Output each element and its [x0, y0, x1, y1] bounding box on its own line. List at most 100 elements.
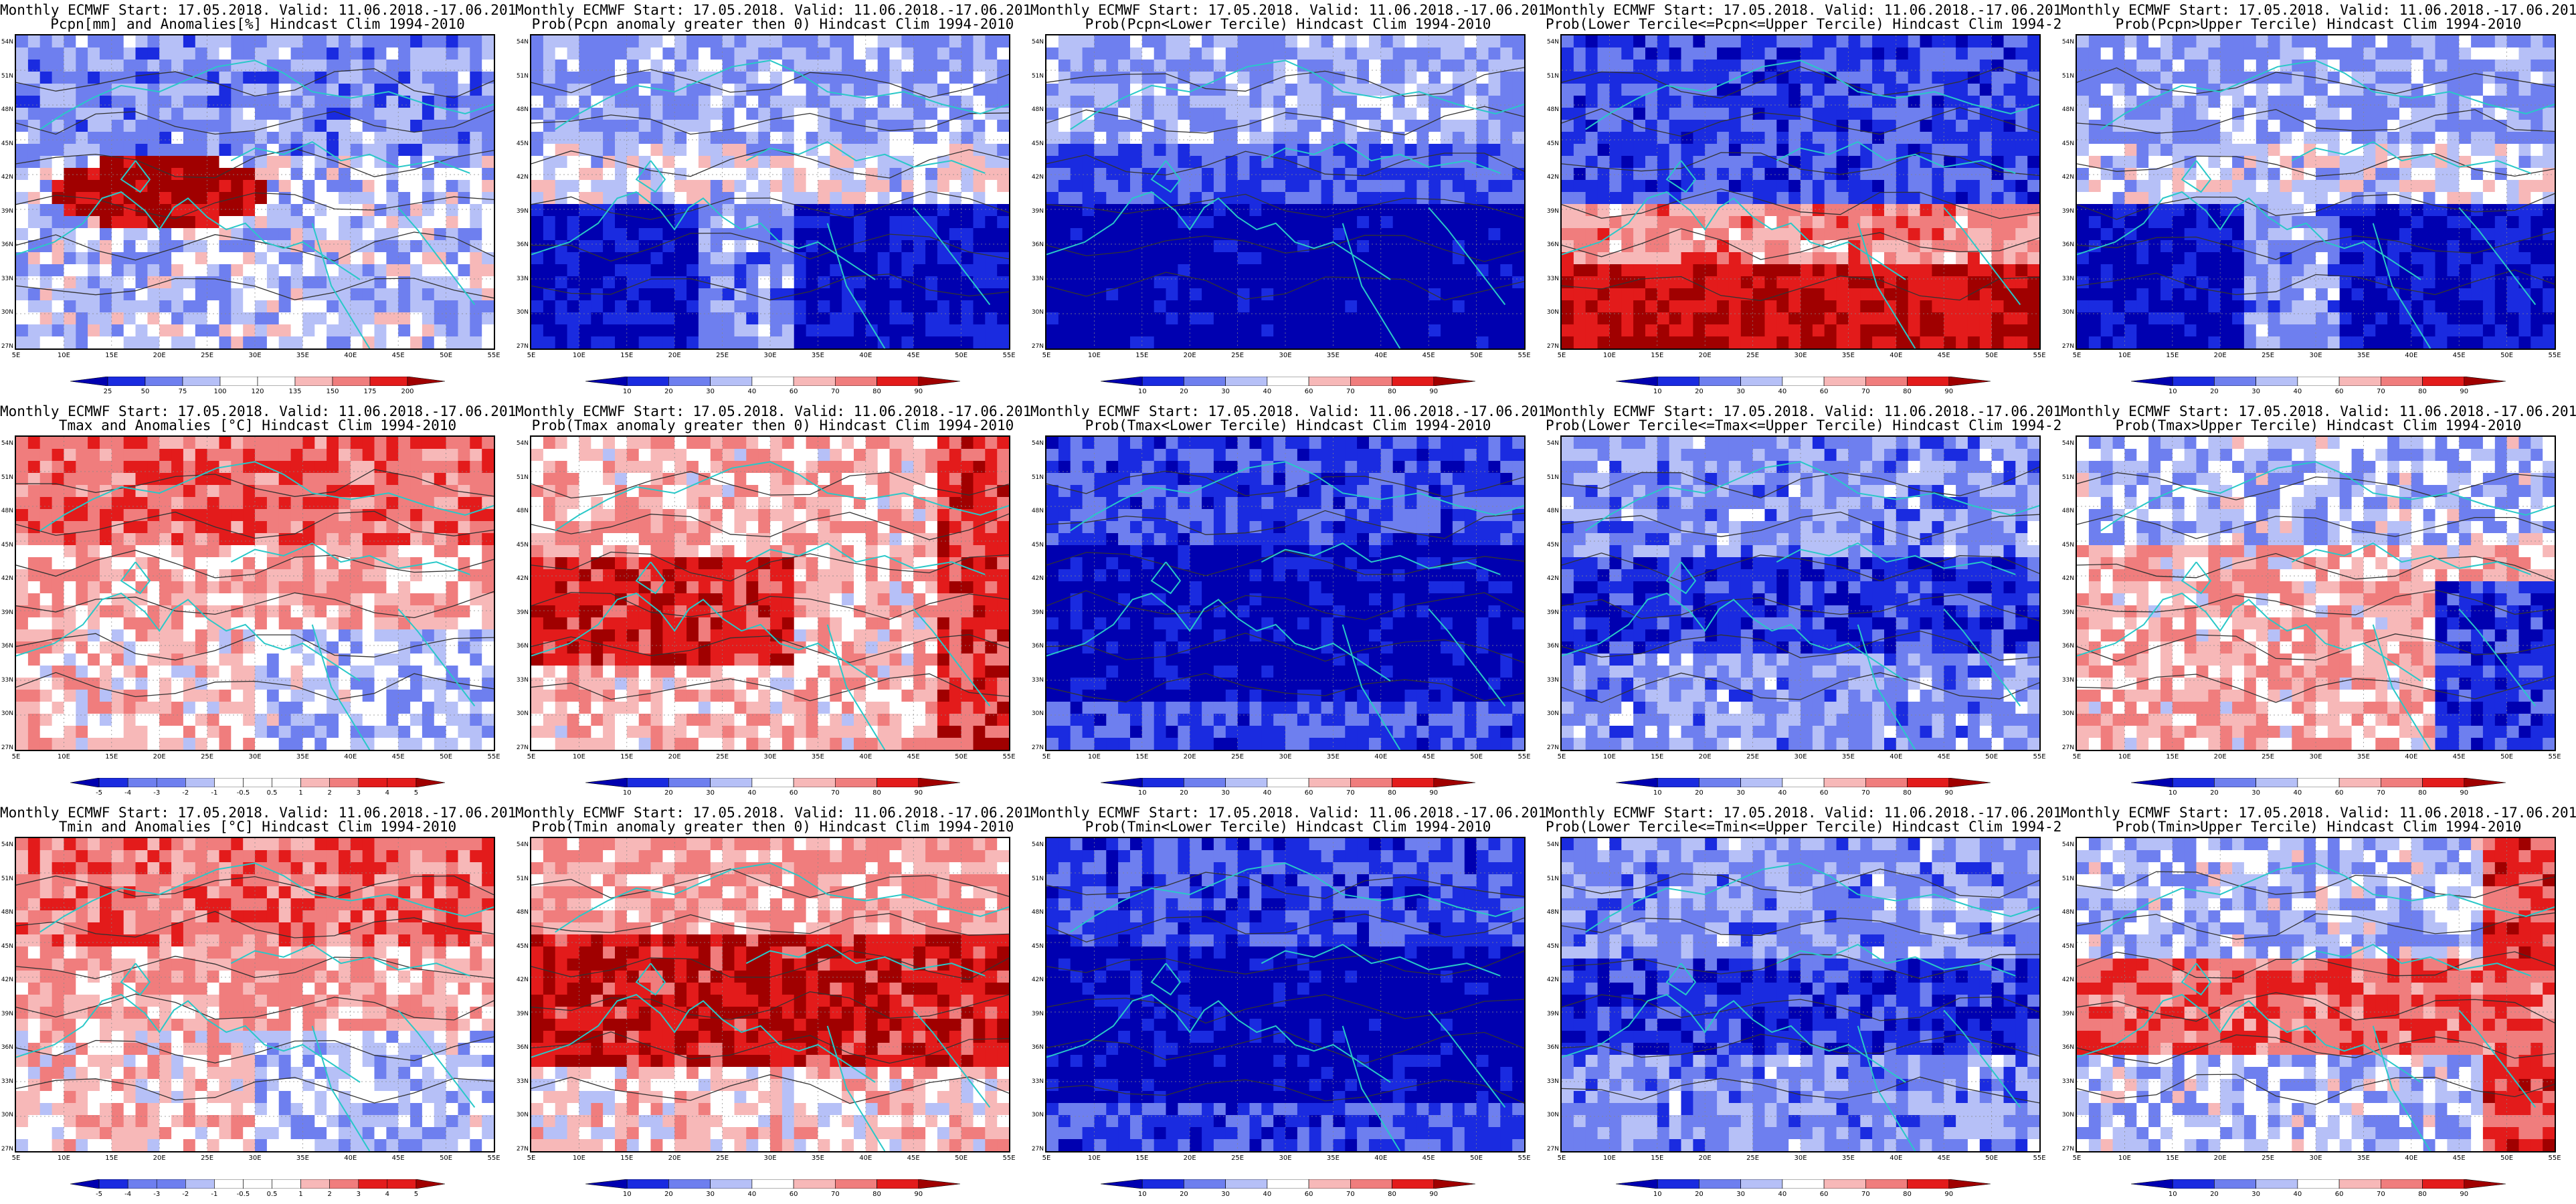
field-cell	[543, 192, 556, 205]
field-cell	[1476, 168, 1489, 181]
field-cell	[1573, 47, 1586, 60]
field-cell	[1752, 132, 1766, 144]
field-cell	[1178, 312, 1190, 325]
field-cell	[27, 252, 41, 265]
field-cell	[1441, 132, 1453, 144]
field-cell	[231, 312, 244, 325]
field-cell	[949, 120, 962, 132]
field-cell	[290, 60, 304, 72]
field-cell	[1309, 35, 1322, 48]
field-cell	[1740, 120, 1754, 132]
panel-title-line-2: Prob(Pcpn anomaly greater then 0) Hindca…	[531, 16, 1014, 32]
field-cell	[662, 252, 675, 265]
field-cell	[1333, 300, 1346, 313]
field-cell	[2172, 144, 2185, 157]
field-cell	[171, 60, 184, 72]
field-cell	[1046, 300, 1059, 313]
coastline	[1857, 223, 1916, 348]
lon-label: 40E	[1374, 352, 1388, 359]
field-cell	[1896, 312, 1909, 325]
field-cell	[100, 264, 112, 277]
field-cell	[626, 312, 640, 325]
field-cell	[1836, 156, 1849, 169]
field-cell	[1669, 72, 1682, 84]
field-cell	[1776, 120, 1789, 132]
field-cell	[266, 324, 280, 337]
field-cell	[615, 252, 628, 265]
field-cell	[1872, 252, 1885, 265]
field-cell	[1309, 192, 1322, 205]
field-cell	[1464, 180, 1477, 193]
field-cell	[1392, 35, 1406, 48]
field-cell	[1728, 216, 1742, 229]
field-cell	[543, 204, 556, 217]
field-cell	[1082, 120, 1095, 132]
field-cell	[16, 156, 29, 169]
field-cell	[1380, 264, 1394, 277]
field-cell	[278, 240, 292, 253]
field-cell	[362, 47, 375, 60]
field-cell	[1082, 300, 1095, 313]
field-cell	[579, 72, 591, 84]
field-cell	[1705, 35, 1718, 48]
field-cell	[1645, 216, 1658, 229]
field-cell	[2280, 120, 2292, 132]
field-cell	[327, 120, 339, 132]
field-cell	[1932, 192, 1944, 205]
field-cell	[770, 192, 783, 205]
field-cell	[1392, 300, 1406, 313]
field-cell	[88, 336, 100, 348]
field-cell	[889, 324, 902, 337]
field-cell	[579, 288, 591, 301]
field-cell	[758, 47, 771, 60]
field-cell	[1824, 276, 1837, 289]
field-cell	[1488, 336, 1501, 348]
field-cell	[1812, 120, 1825, 132]
field-cell	[1166, 228, 1178, 241]
colorbar-label: 20	[664, 388, 673, 395]
field-cell	[2208, 35, 2221, 48]
field-cell	[1991, 300, 2005, 313]
panel-title-line-1: Monthly ECMWF Start: 17.05.2018. Valid: …	[1030, 2, 1546, 18]
field-cell	[973, 252, 986, 265]
field-cell	[781, 156, 795, 169]
field-cell	[386, 47, 399, 60]
map-field	[16, 35, 494, 348]
field-cell	[1645, 132, 1658, 144]
field-cell	[1452, 264, 1465, 277]
field-cell	[1788, 47, 1801, 60]
field-cell	[410, 252, 423, 265]
field-cell	[339, 192, 351, 205]
field-cell	[1693, 252, 1706, 265]
field-cell	[662, 240, 675, 253]
field-cell	[985, 96, 998, 108]
field-cell	[1082, 312, 1095, 325]
field-cell	[626, 204, 640, 217]
colorbar-label: 90	[1429, 388, 1439, 395]
field-cell	[650, 72, 663, 84]
field-cell	[1285, 84, 1298, 96]
field-cell	[674, 156, 687, 169]
field-cell	[1693, 108, 1706, 120]
field-cell	[531, 204, 544, 217]
field-cell	[2003, 312, 2016, 325]
field-cell	[2304, 120, 2316, 132]
field-cell	[1991, 288, 2005, 301]
field-cell	[1500, 84, 1513, 96]
field-cell	[949, 228, 962, 241]
field-cell	[1788, 120, 1801, 132]
field-cell	[1118, 192, 1131, 205]
field-cell	[1860, 132, 1873, 144]
field-cell	[1429, 204, 1441, 217]
field-cell	[327, 84, 339, 96]
field-cell	[1404, 180, 1417, 193]
field-cell	[746, 276, 759, 289]
field-cell	[1645, 228, 1658, 241]
field-cell	[2208, 156, 2221, 169]
field-cell	[1633, 276, 1646, 289]
field-cell	[76, 156, 88, 169]
field-cell	[1345, 120, 1358, 132]
field-cell	[147, 300, 160, 313]
field-cell	[1932, 312, 1944, 325]
field-cell	[1237, 252, 1251, 265]
